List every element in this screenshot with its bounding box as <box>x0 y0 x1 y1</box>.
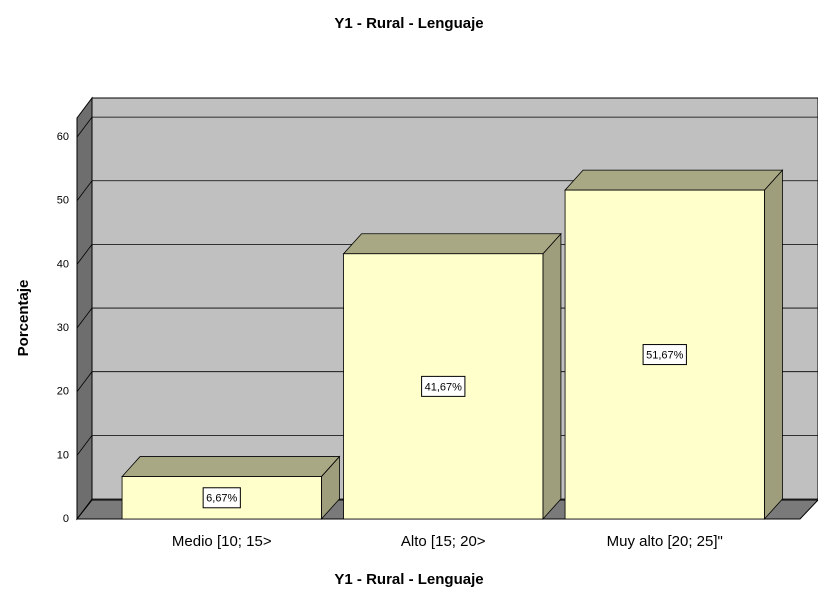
value-label-box <box>421 375 466 397</box>
bar-top <box>121 456 341 477</box>
y-tick-label: 20 <box>57 386 69 398</box>
x-tick-label: Medio [10; 15> <box>172 533 272 550</box>
y-tick-label: 50 <box>57 195 69 207</box>
y-tick-label: 10 <box>57 449 69 461</box>
bar-side <box>764 169 783 521</box>
y-tick-label: 60 <box>57 131 69 143</box>
y-tick-label: 40 <box>57 258 69 270</box>
value-label-box <box>202 487 241 509</box>
left-wall <box>76 96 93 521</box>
bar-top <box>342 233 562 255</box>
value-label: 41,67% <box>425 381 463 393</box>
x-axis-title: Y1 - Rural - Lenguaje <box>334 571 483 588</box>
bar-group: 41,67% <box>342 232 562 521</box>
y-tick-label: 30 <box>57 322 69 334</box>
y-axis-title: Porcentaje <box>15 280 32 357</box>
chart-title: Y1 - Rural - Lenguaje <box>334 15 483 32</box>
x-tick-label: Alto [15; 20> <box>401 533 486 550</box>
grid-line <box>76 116 818 138</box>
bar-top <box>564 169 784 191</box>
value-label: 6,67% <box>206 493 237 505</box>
value-label-box <box>642 344 687 366</box>
bar-side <box>542 232 562 521</box>
bars: 6,67% 41,67% 51,67% <box>121 169 784 521</box>
bar-group: 51,67% <box>564 169 784 521</box>
bar-group: 6,67% <box>121 455 341 521</box>
y-tick-label: 0 <box>63 513 69 525</box>
x-tick-label: Muy alto [20; 25]" <box>607 533 723 550</box>
value-label: 51,67% <box>646 349 684 361</box>
